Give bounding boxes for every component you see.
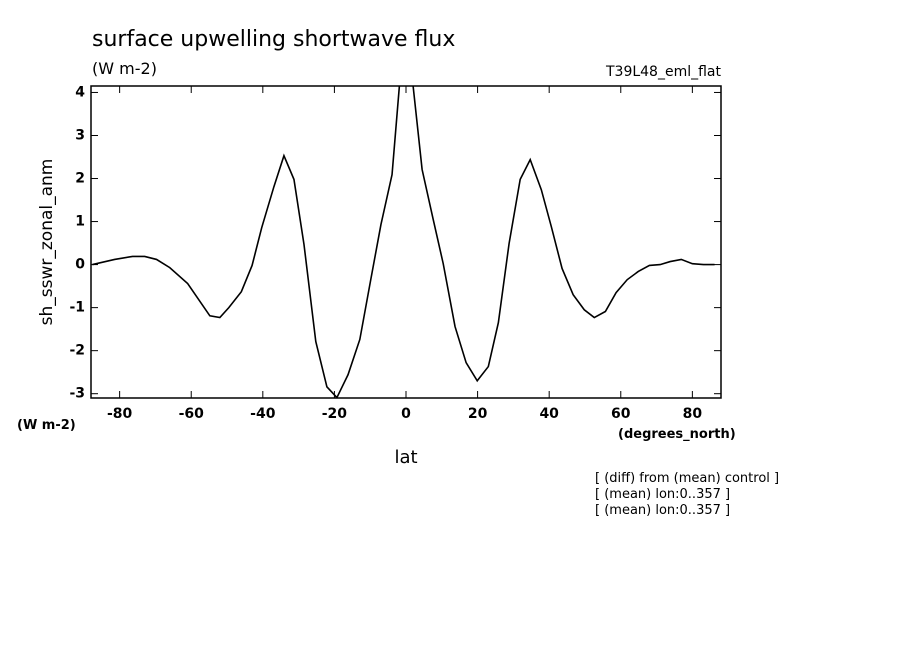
note: [ (diff) from (mean) control ]: [595, 471, 779, 486]
x-tick-label: 60: [611, 406, 631, 422]
subtitle: (W m-2): [92, 59, 157, 78]
y-tick-label: 0: [75, 257, 85, 273]
y-tick-label: 3: [75, 127, 85, 143]
x-tick-label: 20: [468, 406, 488, 422]
x-tick-label: 40: [539, 406, 559, 422]
x-tick-label: -20: [322, 406, 348, 422]
x-tick-label: 0: [401, 406, 411, 422]
plot-frame: [90, 85, 722, 399]
x-tick-label: -60: [179, 406, 205, 422]
y-tick-label: 4: [75, 84, 85, 100]
data-line: [92, 86, 715, 398]
x-tick-label: 80: [683, 406, 703, 422]
note: [ (mean) lon:0..357 ]: [595, 503, 730, 518]
y-tick-label: -3: [69, 386, 85, 402]
note: [ (mean) lon:0..357 ]: [595, 487, 730, 502]
x-units: (degrees_north): [618, 427, 736, 442]
y-tick-label: 1: [75, 214, 85, 230]
x-tick-label: -80: [107, 406, 133, 422]
chart-title: surface upwelling shortwave flux: [92, 27, 455, 52]
y-units: (W m-2): [17, 418, 76, 433]
x-axis-label: lat: [394, 447, 417, 468]
run-label: T39L48_eml_flat: [605, 64, 722, 80]
y-axis-label: sh_sswr_zonal_anm: [37, 159, 57, 326]
y-tick-label: 2: [75, 171, 85, 187]
x-tick-label: -40: [250, 406, 276, 422]
y-tick-label: -1: [69, 300, 85, 316]
y-tick-label: -2: [69, 343, 85, 359]
